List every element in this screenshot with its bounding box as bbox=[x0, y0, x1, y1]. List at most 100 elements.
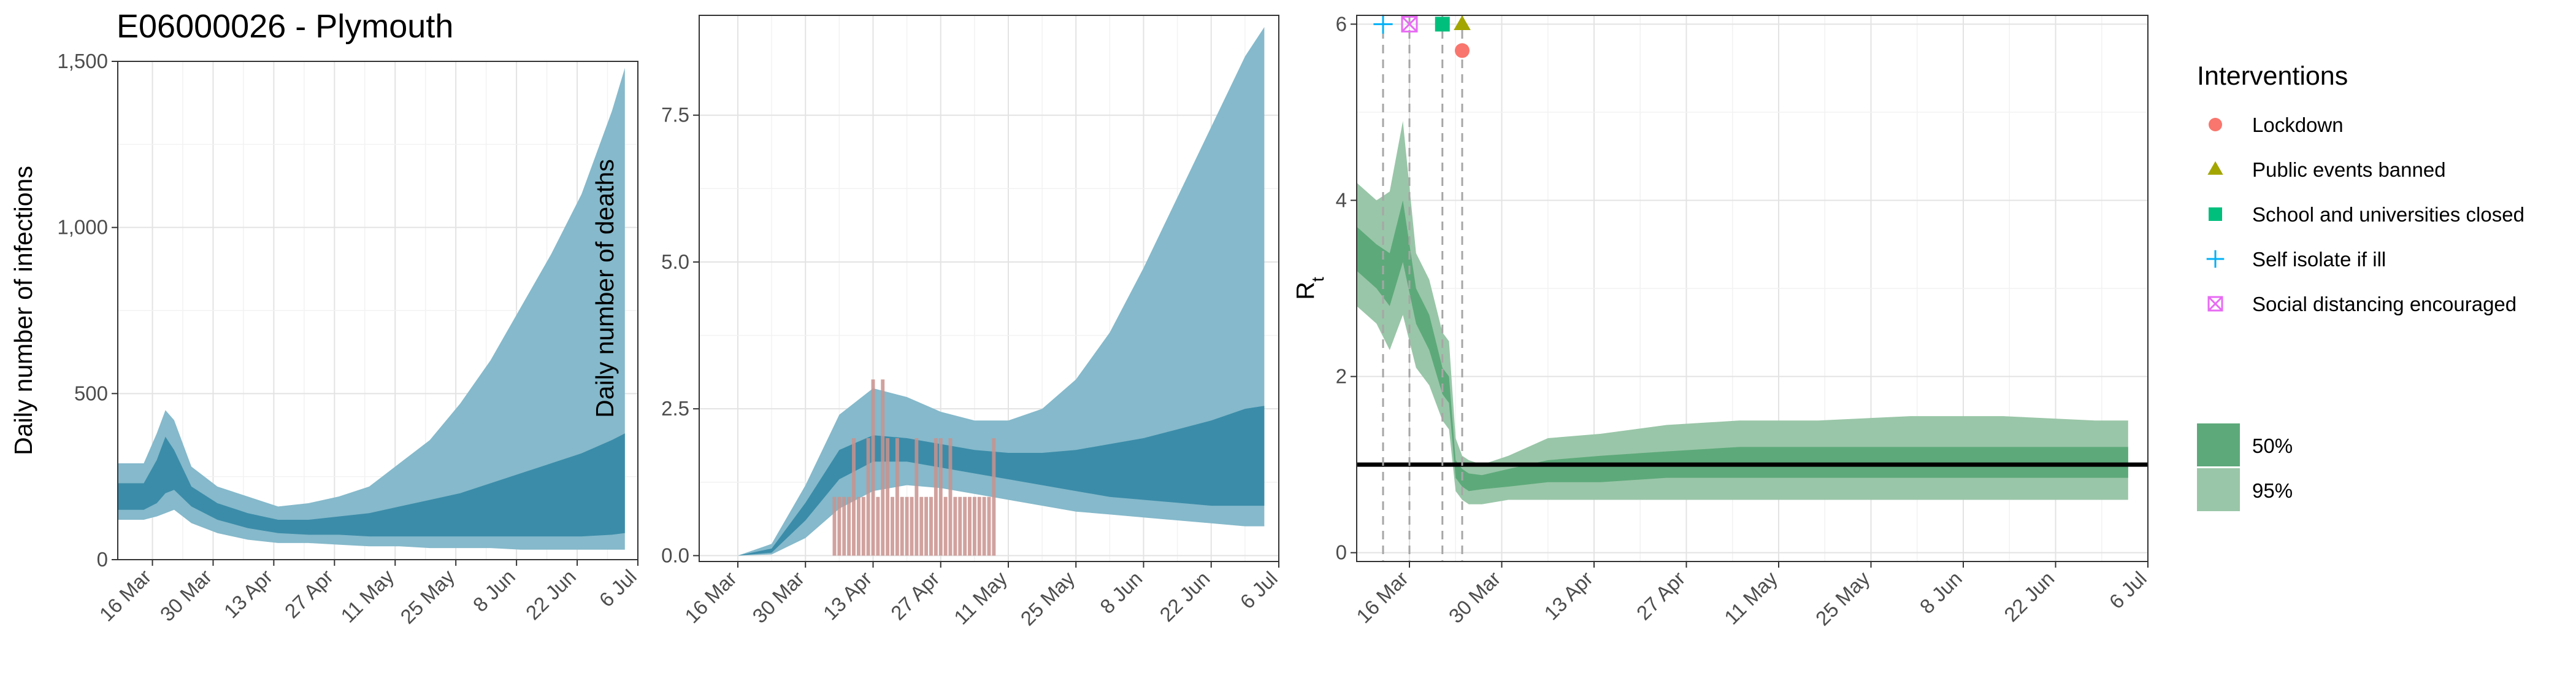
death-bar bbox=[982, 496, 986, 556]
xtick-label: 22 Jun bbox=[521, 565, 580, 624]
xtick-label: 6 Jul bbox=[2104, 567, 2150, 613]
xtick-label: 27 Apr bbox=[886, 567, 944, 625]
xtick-label: 30 Mar bbox=[1444, 567, 1505, 628]
death-bar bbox=[910, 496, 914, 556]
xtick-label: 8 Jun bbox=[1915, 567, 1966, 618]
xtick-label: 27 Apr bbox=[1632, 567, 1690, 625]
legend-item: Self isolate if ill bbox=[2206, 248, 2386, 271]
legend-label: Lockdown bbox=[2252, 114, 2344, 136]
legend-item: Public events banned bbox=[2207, 158, 2446, 181]
legend-band: 95% bbox=[2197, 468, 2293, 511]
band-deaths-95 bbox=[738, 27, 1265, 556]
death-bar bbox=[895, 438, 899, 556]
legend-item: Social distancing encouraged bbox=[2207, 293, 2517, 315]
xtick-label: 22 Jun bbox=[1999, 567, 2058, 626]
ytick-label: 5.0 bbox=[661, 250, 689, 273]
panel-rt: 0 2 4 6 16 Mar 30 Mar 13 Apr 27 Apr 11 May 25 May… bbox=[1291, 12, 2151, 630]
legend-title: Interventions bbox=[2197, 61, 2348, 91]
band-rt-95 bbox=[1357, 121, 2128, 504]
ytick-label: 0.0 bbox=[661, 544, 689, 566]
legend-band-label: 50% bbox=[2252, 434, 2293, 457]
death-bar bbox=[933, 438, 938, 556]
intervention-marker bbox=[1455, 43, 1470, 58]
ytick-label: 1,000 bbox=[57, 216, 108, 239]
legend: Interventions Lockdown Public events banne… bbox=[2197, 61, 2524, 511]
death-bar bbox=[881, 379, 885, 556]
death-bar bbox=[987, 496, 991, 556]
band-infections-95 bbox=[118, 68, 625, 550]
ytick-label: 2 bbox=[1336, 365, 1347, 388]
death-bar bbox=[842, 496, 846, 556]
death-bar bbox=[914, 438, 919, 556]
legend-band-label: 95% bbox=[2252, 479, 2293, 502]
death-bar bbox=[886, 438, 890, 556]
death-bar bbox=[837, 496, 841, 556]
xtick-label: 8 Jun bbox=[1095, 567, 1146, 618]
y-axis-label: Rt bbox=[1291, 277, 1327, 300]
y-axis-label: Daily number of infections bbox=[9, 166, 37, 455]
legend-item: Lockdown bbox=[2209, 114, 2344, 136]
legend-key-icon bbox=[2209, 207, 2222, 221]
ytick-label: 7.5 bbox=[661, 104, 689, 126]
xtick-label: 25 May bbox=[396, 565, 459, 628]
legend-key-icon bbox=[2207, 296, 2223, 312]
ytick-label: 1,500 bbox=[57, 50, 108, 72]
death-bar bbox=[943, 496, 948, 556]
death-bar bbox=[832, 496, 837, 556]
death-bar bbox=[963, 496, 967, 556]
xtick-label: 6 Jul bbox=[1235, 567, 1281, 613]
band-rt-50 bbox=[1357, 200, 2128, 492]
xtick-label: 13 Apr bbox=[220, 565, 277, 623]
ytick-label: 2.5 bbox=[661, 397, 689, 420]
legend-label: Social distancing encouraged bbox=[2252, 293, 2517, 315]
death-bar bbox=[871, 379, 875, 556]
legend-label: School and universities closed bbox=[2252, 203, 2524, 226]
death-bar bbox=[905, 496, 909, 556]
panel-frame bbox=[117, 61, 638, 560]
death-bar bbox=[852, 438, 856, 556]
ytick-label: 0 bbox=[97, 548, 108, 571]
xtick-label: 25 May bbox=[1016, 566, 1079, 630]
death-bar bbox=[958, 496, 962, 556]
ytick-label: 6 bbox=[1336, 12, 1347, 35]
xtick-label: 8 Jun bbox=[469, 565, 519, 616]
xtick-label: 22 Jun bbox=[1155, 567, 1214, 626]
death-bar bbox=[992, 438, 996, 556]
y-axis-label: Daily number of deaths bbox=[591, 159, 619, 418]
legend-key-icon bbox=[2206, 250, 2225, 268]
legend-key-icon bbox=[2207, 161, 2223, 175]
panel-frame bbox=[699, 15, 1279, 562]
legend-item: School and universities closed bbox=[2209, 203, 2524, 226]
chart-title: E06000026 - Plymouth bbox=[117, 8, 454, 45]
panel-deaths: 0.0 2.5 5.0 7.5 16 Mar 30 Mar 13 Apr 27 Apr 11 M… bbox=[591, 15, 1282, 630]
xtick-label: 30 Mar bbox=[156, 565, 217, 626]
xtick-label: 16 Mar bbox=[1352, 567, 1413, 628]
xtick-label: 16 Mar bbox=[95, 565, 156, 626]
band-infections-50 bbox=[118, 433, 625, 537]
ytick-label: 500 bbox=[74, 382, 108, 404]
death-bar bbox=[953, 496, 957, 556]
death-bar bbox=[929, 496, 933, 556]
death-bar bbox=[972, 496, 976, 556]
death-bar bbox=[861, 496, 865, 556]
death-bar bbox=[876, 496, 880, 556]
xtick-label: 27 Apr bbox=[280, 565, 338, 623]
xtick-label: 11 May bbox=[949, 566, 1011, 628]
legend-band: 50% bbox=[2197, 423, 2293, 466]
death-bar bbox=[919, 496, 924, 556]
xtick-label: 11 May bbox=[336, 565, 398, 627]
legend-band-swatch bbox=[2197, 468, 2240, 511]
death-bar bbox=[977, 496, 981, 556]
intervention-marker bbox=[1401, 15, 1418, 33]
xtick-label: 13 Apr bbox=[819, 567, 876, 625]
intervention-marker bbox=[1435, 17, 1450, 32]
death-bar bbox=[948, 438, 953, 556]
death-bar bbox=[938, 438, 943, 556]
death-bar bbox=[866, 438, 870, 556]
ytick-label: 4 bbox=[1336, 188, 1347, 211]
legend-label: Public events banned bbox=[2252, 158, 2446, 181]
death-bar bbox=[847, 496, 851, 556]
xtick-label: 13 Apr bbox=[1539, 567, 1597, 625]
legend-label: Self isolate if ill bbox=[2252, 248, 2386, 271]
